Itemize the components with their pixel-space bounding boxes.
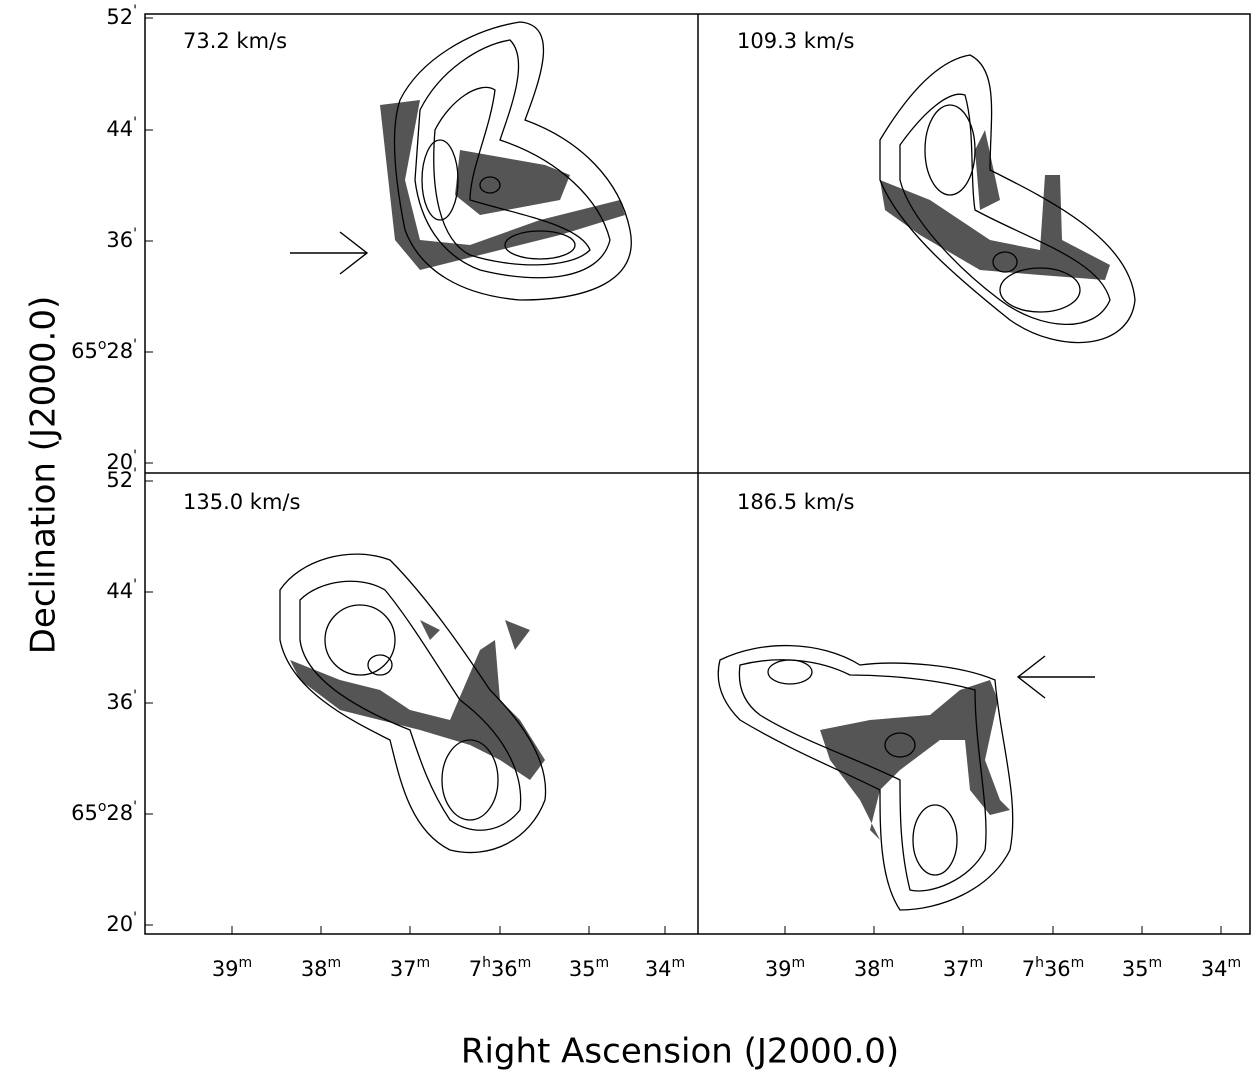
tick-unit: ' [133,688,137,704]
tick-unit: m [518,955,532,971]
tick-label: 7h36m [469,955,532,981]
tick-number: 7 [469,957,482,981]
tick-label: 38m [854,955,894,981]
tick-unit: ' [133,3,137,19]
tick-unit: ' [133,337,137,353]
tick-label: 37m [390,955,430,981]
y-axis-title: Declination (J2000.0) [24,296,64,655]
tick-label: 36' [106,226,137,252]
tick-number: 36 [106,690,133,714]
tick-unit: m [239,955,253,971]
tick-number: 34 [645,957,672,981]
tick-label: 36' [106,688,137,714]
tick-unit: ' [133,115,137,131]
tick-unit: m [596,955,610,971]
tick-number: 44 [106,117,133,141]
tick-number: 20 [106,912,133,936]
tick-number: 7 [1022,957,1035,981]
tick-number: 37 [390,957,417,981]
tick-unit: m [672,955,686,971]
tick-unit: h [1035,955,1044,971]
tick-unit: m [970,955,984,971]
tick-number: 38 [854,957,881,981]
tick-label: 39m [765,955,805,981]
panel-label: 186.5 km/s [737,490,854,514]
tick-unit: o [98,337,107,353]
tick-unit: m [1228,955,1242,971]
tick-number: 35 [1122,957,1149,981]
tick-label: 65o28' [71,337,137,363]
tick-number: 36 [1044,957,1071,981]
tick-label: 20' [106,910,137,936]
x-axis-title: Right Ascension (J2000.0) [461,1032,899,1072]
tick-unit: m [1071,955,1085,971]
tick-unit: ' [133,799,137,815]
tick-unit: ' [133,226,137,242]
tick-unit: ' [133,910,137,926]
tick-number: 39 [765,957,792,981]
tick-unit: m [328,955,342,971]
tick-number: 34 [1201,957,1228,981]
tick-label: 52' [106,3,137,29]
tick-unit: m [417,955,431,971]
tick-number: 52 [106,468,133,492]
tick-label: 44' [106,115,137,141]
tick-label: 35m [1122,955,1162,981]
contour-map [290,21,632,301]
contour-map [279,553,547,854]
tick-number: 36 [491,957,518,981]
tick-number: 36 [106,228,133,252]
tick-unit: o [98,799,107,815]
tick-label: 44' [106,577,137,603]
panel-label: 135.0 km/s [183,490,300,514]
tick-label: 65o28' [71,799,137,825]
tick-number: 38 [301,957,328,981]
tick-number: 39 [212,957,239,981]
tick-unit: m [792,955,806,971]
tick-number: 35 [569,957,596,981]
tick-unit: ' [133,577,137,593]
tick-number: 65 [71,801,98,825]
tick-number: 28 [106,339,133,363]
tick-number: 20 [106,450,133,474]
tick-number: 52 [106,5,133,29]
tick-unit: ' [133,448,137,464]
tick-number: 28 [106,801,133,825]
tick-unit: h [482,955,491,971]
panel-label: 73.2 km/s [183,29,287,53]
tick-label: 7h36m [1022,955,1085,981]
contour-map [717,644,1095,911]
tick-label: 34m [645,955,685,981]
tick-unit: ' [133,466,137,482]
contour-map [879,54,1136,344]
tick-number: 37 [943,957,970,981]
tick-label: 20' [106,448,137,474]
tick-label: 34m [1201,955,1241,981]
panel-label: 109.3 km/s [737,29,854,53]
tick-unit: m [881,955,895,971]
tick-label: 52' [106,466,137,492]
tick-number: 44 [106,579,133,603]
tick-label: 39m [212,955,252,981]
tick-label: 38m [301,955,341,981]
tick-number: 65 [71,339,98,363]
tick-unit: m [1149,955,1163,971]
tick-label: 35m [569,955,609,981]
tick-label: 37m [943,955,983,981]
